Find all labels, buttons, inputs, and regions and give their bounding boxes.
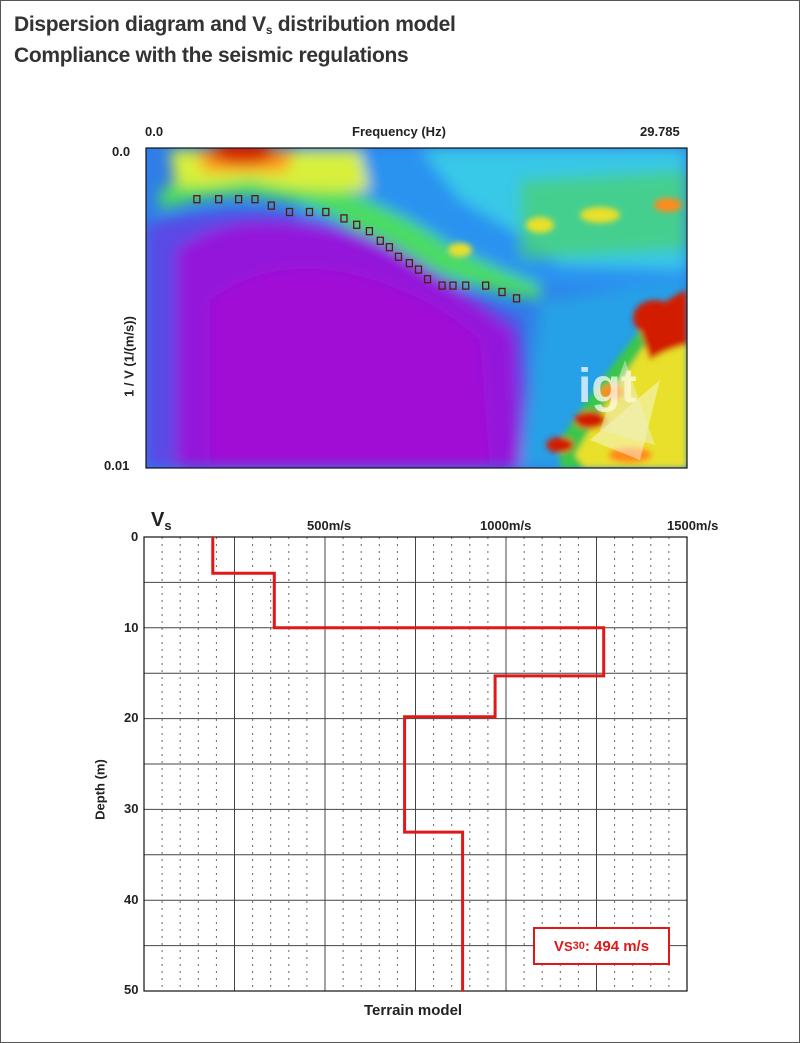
picked-point [405, 259, 414, 268]
picked-point [512, 294, 521, 303]
x-tick-1000: 1000m/s [480, 518, 532, 533]
vs-profile-line [211, 537, 606, 991]
y-top-label: 0.0 [112, 144, 131, 159]
y-tick-0: 0 [131, 529, 139, 544]
picked-point [365, 227, 374, 236]
figure-title-line1: Dispersion diagram and Vs distribution m… [14, 13, 456, 37]
dispersion-diagram: igt [145, 147, 688, 469]
x-max-label: 29.785 [640, 124, 680, 139]
picked-points [193, 195, 521, 303]
y-bottom-label: 0.01 [104, 458, 130, 473]
picked-point [376, 236, 384, 245]
dispersion-heatmap: igt [146, 148, 687, 468]
picked-point [414, 265, 423, 274]
picked-point [482, 281, 490, 290]
picked-point [251, 195, 259, 204]
terrain-model-label: Terrain model [364, 1002, 463, 1019]
vs-plot-border [143, 536, 688, 992]
picked-point [340, 214, 348, 223]
figure-title-line2: Compliance with the seismic regulations [14, 44, 409, 67]
y-tick-40: 40 [124, 892, 139, 907]
picked-point [385, 243, 394, 252]
picked-point [285, 207, 294, 217]
x-min-label: 0.0 [145, 124, 164, 139]
y-tick-30: 30 [124, 801, 139, 816]
picked-point [215, 195, 223, 204]
y-tick-20: 20 [124, 710, 139, 725]
picked-point [462, 281, 470, 290]
picked-point [193, 195, 201, 204]
picked-point [234, 195, 243, 204]
vs30-result-box: V S 30: 494 m/s [533, 927, 670, 965]
picked-point [353, 220, 361, 229]
vs-grid [144, 537, 687, 991]
picked-point [438, 281, 446, 290]
picked-point [267, 201, 275, 210]
picked-point [449, 281, 457, 290]
y-tick-50: 50 [124, 982, 139, 997]
depth-axis-label: Depth (m) [92, 759, 108, 820]
x-tick-500: 500m/s [307, 518, 352, 533]
x-tick-1500: 1500m/s [667, 518, 719, 533]
picked-point [394, 252, 403, 261]
picked-point [498, 287, 506, 297]
picked-point [322, 207, 330, 217]
picked-point [305, 207, 314, 217]
vs-corner-label: Vs [151, 509, 172, 533]
watermark-logo: igt [578, 360, 660, 460]
x-axis-label: Frequency (Hz) [352, 124, 446, 139]
dispersion-plot-border [145, 147, 688, 469]
svg-text:igt: igt [578, 360, 637, 413]
y-tick-10: 10 [124, 620, 139, 635]
picked-point [423, 275, 432, 284]
